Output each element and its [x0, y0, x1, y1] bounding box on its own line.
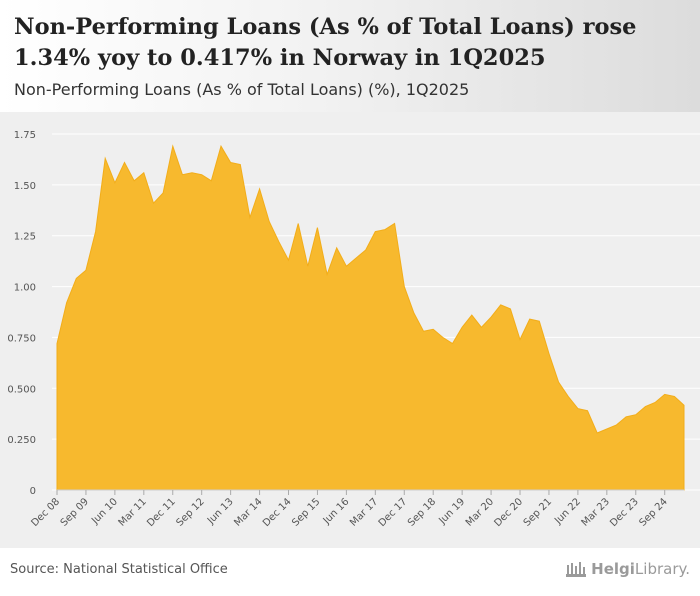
x-tick-label: Dec 08: [29, 496, 62, 529]
chart-subtitle: Non-Performing Loans (As % of Total Loan…: [14, 80, 470, 99]
x-tick-label: Sep 21: [522, 496, 554, 528]
logo-text-rest: Library.: [634, 560, 690, 578]
x-tick-label: Dec 23: [608, 496, 641, 529]
x-tick-label: Sep 15: [290, 496, 322, 528]
x-tick-label: Jun 10: [89, 496, 120, 527]
x-tick-label: Mar 20: [464, 496, 496, 528]
helgi-library-logo[interactable]: HelgiLibrary.: [565, 560, 690, 578]
x-tick-label: Jun 22: [552, 496, 583, 527]
y-tick-label: 0.250: [7, 435, 36, 446]
y-tick-label: 0.500: [7, 384, 36, 395]
y-tick-label: 1.50: [14, 181, 36, 192]
x-tick-label: Mar 23: [580, 496, 612, 528]
area-fill: [56, 144, 685, 491]
y-tick-label: 1.25: [14, 232, 36, 243]
logo-text-bold: Helgi: [591, 560, 635, 578]
library-building-icon: [566, 562, 587, 577]
x-tick-label: Dec 17: [377, 496, 410, 529]
x-tick-label: Jun 13: [205, 496, 236, 527]
x-tick-label: Sep 24: [637, 496, 669, 528]
y-tick-label: 0.750: [7, 333, 36, 344]
y-tick-label: 1.00: [14, 283, 36, 294]
x-tick-label: Mar 14: [232, 496, 264, 528]
y-tick-label: 0: [30, 486, 36, 497]
x-tick-label: Dec 20: [492, 496, 525, 529]
x-tick-label: Mar 17: [348, 496, 380, 528]
area-series: [56, 144, 685, 491]
x-tick-label: Sep 18: [406, 496, 438, 528]
source-note: Source: National Statistical Office: [10, 562, 228, 577]
x-tick-label: Dec 11: [145, 496, 178, 529]
y-tick-label: 1.75: [14, 130, 36, 141]
x-tick-label: Dec 14: [261, 496, 294, 529]
x-tick-label: Jun 16: [321, 496, 352, 527]
x-tick-label: Sep 09: [59, 496, 91, 528]
chart-title: Non-Performing Loans (As % of Total Loan…: [14, 14, 637, 71]
header-band: [0, 0, 700, 112]
x-tick-label: Sep 12: [174, 496, 206, 528]
x-tick-label: Jun 19: [436, 496, 467, 527]
x-tick-label: Mar 11: [117, 496, 149, 528]
